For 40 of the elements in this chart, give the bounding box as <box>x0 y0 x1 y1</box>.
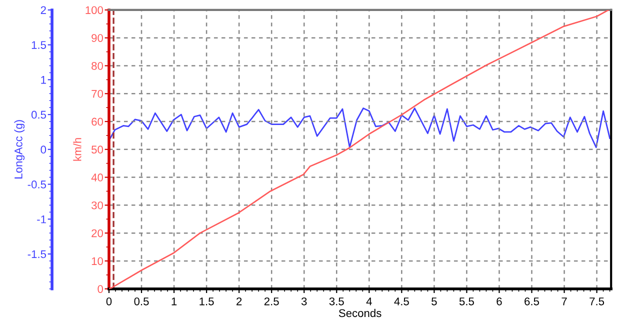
y-tick-label: 90 <box>92 34 103 42</box>
y-tick-label: 100 <box>86 6 103 14</box>
x-tick-label: 1 <box>172 298 177 306</box>
y-tick-label: 0 <box>98 285 103 293</box>
x-tick-label: 0.5 <box>134 297 149 306</box>
x-tick-label: 7 <box>562 298 567 306</box>
x-tick-label: 2 <box>236 297 242 306</box>
x-tick-label: 4.5 <box>394 298 409 306</box>
y2-tick-label: 0 <box>40 146 46 154</box>
x-tick-label: 3 <box>301 297 307 306</box>
x-tick-label: 0 <box>106 297 112 306</box>
y2-tick-label: -0.5 <box>28 180 46 188</box>
y-tick-label: 30 <box>92 201 103 210</box>
y2-tick-label: 0.5 <box>31 110 46 119</box>
x-tick-label: 4 <box>366 298 372 306</box>
y2-tick-label: 2 <box>40 6 46 14</box>
y-tick-label: 80 <box>92 62 103 70</box>
y2-tick-label: 1 <box>41 76 46 84</box>
y2-tick-label: 1.5 <box>32 41 46 49</box>
x-tick-label: 3.5 <box>329 297 344 306</box>
y-tick-label: 60 <box>92 118 103 126</box>
line-series <box>108 10 610 289</box>
x-tick-label: 1.5 <box>200 298 214 306</box>
y-tick-label: 70 <box>92 90 103 98</box>
x-tick-label: 6 <box>496 297 502 306</box>
y2-axis-title: LongAcc (g) <box>14 120 25 178</box>
y-tick-label: 20 <box>92 229 103 238</box>
x-tick-label: 6.5 <box>524 297 540 306</box>
y-tick-label: 50 <box>92 146 103 154</box>
x-axis-title: Seconds <box>338 308 382 318</box>
x-tick-label: 7.5 <box>590 298 604 306</box>
line-series <box>110 108 610 148</box>
y2-tick-label: -1 <box>37 216 46 224</box>
y-tick-label: 40 <box>91 174 103 182</box>
y-tick-label: 10 <box>92 257 103 266</box>
y2-tick-label: -1.5 <box>28 250 46 258</box>
y-axis-title: km/h <box>73 138 82 161</box>
x-tick-label: 5 <box>432 298 437 306</box>
x-tick-label: 2.5 <box>264 297 279 306</box>
x-tick-label: 5.5 <box>459 298 474 306</box>
